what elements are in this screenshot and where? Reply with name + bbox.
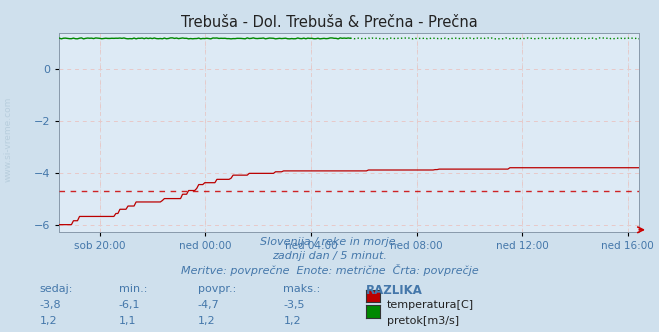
Text: min.:: min.: — [119, 284, 147, 294]
Text: pretok[m3/s]: pretok[m3/s] — [387, 316, 459, 326]
Text: temperatura[C]: temperatura[C] — [387, 300, 474, 310]
Text: -4,7: -4,7 — [198, 300, 219, 310]
Text: 1,1: 1,1 — [119, 316, 136, 326]
Text: RAZLIKA: RAZLIKA — [366, 284, 422, 297]
Text: -3,8: -3,8 — [40, 300, 61, 310]
Text: Meritve: povprečne  Enote: metrične  Črta: povprečje: Meritve: povprečne Enote: metrične Črta:… — [181, 264, 478, 276]
Text: maks.:: maks.: — [283, 284, 321, 294]
Text: Trebuša - Dol. Trebuša & Prečna - Prečna: Trebuša - Dol. Trebuša & Prečna - Prečna — [181, 15, 478, 30]
Text: 1,2: 1,2 — [198, 316, 215, 326]
Text: -3,5: -3,5 — [283, 300, 305, 310]
Text: www.si-vreme.com: www.si-vreme.com — [3, 97, 13, 182]
Text: Slovenija / reke in morje.: Slovenija / reke in morje. — [260, 237, 399, 247]
Text: sedaj:: sedaj: — [40, 284, 73, 294]
Text: zadnji dan / 5 minut.: zadnji dan / 5 minut. — [272, 251, 387, 261]
Text: povpr.:: povpr.: — [198, 284, 236, 294]
Text: 1,2: 1,2 — [283, 316, 301, 326]
Text: -6,1: -6,1 — [119, 300, 140, 310]
Text: 1,2: 1,2 — [40, 316, 57, 326]
